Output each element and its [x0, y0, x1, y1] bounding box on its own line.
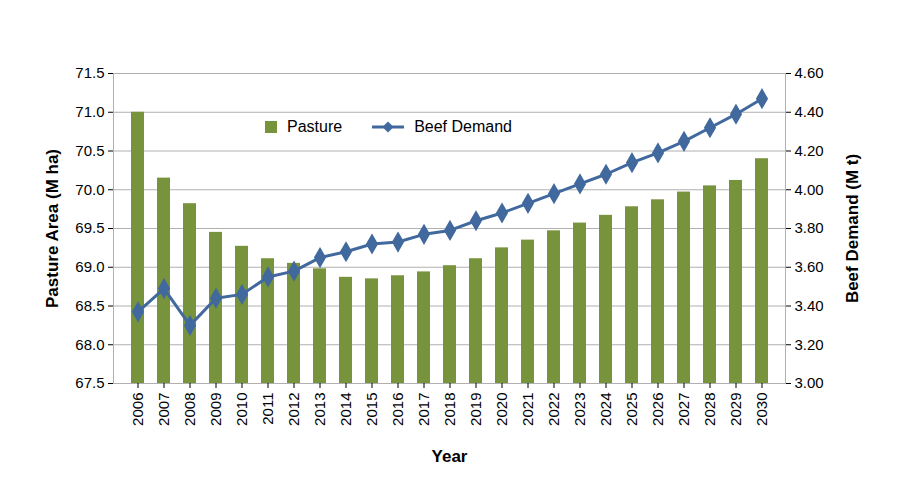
svg-text:2007: 2007 [155, 393, 172, 426]
svg-text:3.00: 3.00 [795, 374, 824, 391]
svg-text:70.5: 70.5 [75, 142, 104, 159]
svg-text:Beef Demand (M t): Beef Demand (M t) [843, 154, 862, 303]
svg-text:2023: 2023 [571, 393, 588, 426]
svg-text:2010: 2010 [233, 393, 250, 426]
svg-text:2006: 2006 [129, 393, 146, 426]
svg-text:2012: 2012 [285, 393, 302, 426]
svg-text:2019: 2019 [467, 393, 484, 426]
svg-text:Pasture Area (M ha): Pasture Area (M ha) [43, 149, 62, 308]
svg-text:68.5: 68.5 [75, 297, 104, 314]
svg-text:2015: 2015 [363, 393, 380, 426]
svg-text:2021: 2021 [519, 393, 536, 426]
svg-text:2030: 2030 [753, 393, 770, 426]
svg-text:2020: 2020 [493, 393, 510, 426]
svg-text:2029: 2029 [727, 393, 744, 426]
svg-text:71.5: 71.5 [75, 64, 104, 81]
svg-text:2016: 2016 [389, 393, 406, 426]
svg-text:2022: 2022 [545, 393, 562, 426]
svg-text:2011: 2011 [259, 393, 276, 425]
svg-text:2009: 2009 [207, 393, 224, 426]
svg-text:3.20: 3.20 [795, 336, 824, 353]
svg-text:3.40: 3.40 [795, 297, 824, 314]
svg-text:2014: 2014 [337, 393, 354, 426]
svg-text:4.00: 4.00 [795, 181, 824, 198]
svg-text:67.5: 67.5 [75, 374, 104, 391]
html-text:Beef Demand: Beef Demand [414, 118, 512, 135]
svg-text:2024: 2024 [597, 393, 614, 426]
svg-text:2026: 2026 [649, 393, 666, 426]
svg-text:71.0: 71.0 [75, 103, 104, 120]
svg-text:2028: 2028 [701, 393, 718, 426]
svg-text:2017: 2017 [415, 393, 432, 426]
svg-text:69.0: 69.0 [75, 258, 104, 275]
svg-text:2008: 2008 [181, 393, 198, 426]
svg-text:3.80: 3.80 [795, 219, 824, 236]
svg-text:70.0: 70.0 [75, 181, 104, 198]
svg-text:2013: 2013 [311, 393, 328, 426]
svg-text:2025: 2025 [623, 393, 640, 426]
svg-text:4.20: 4.20 [795, 142, 824, 159]
svg-text:2018: 2018 [441, 393, 458, 426]
svg-text:Year: Year [432, 447, 468, 466]
svg-text:2027: 2027 [675, 393, 692, 426]
svg-text:4.40: 4.40 [795, 103, 824, 120]
svg-text:3.60: 3.60 [795, 258, 824, 275]
svg-text:4.60: 4.60 [795, 64, 824, 81]
html-text:Pasture: Pasture [287, 118, 343, 135]
svg-text:68.0: 68.0 [75, 336, 104, 353]
svg-text:69.5: 69.5 [75, 219, 104, 236]
